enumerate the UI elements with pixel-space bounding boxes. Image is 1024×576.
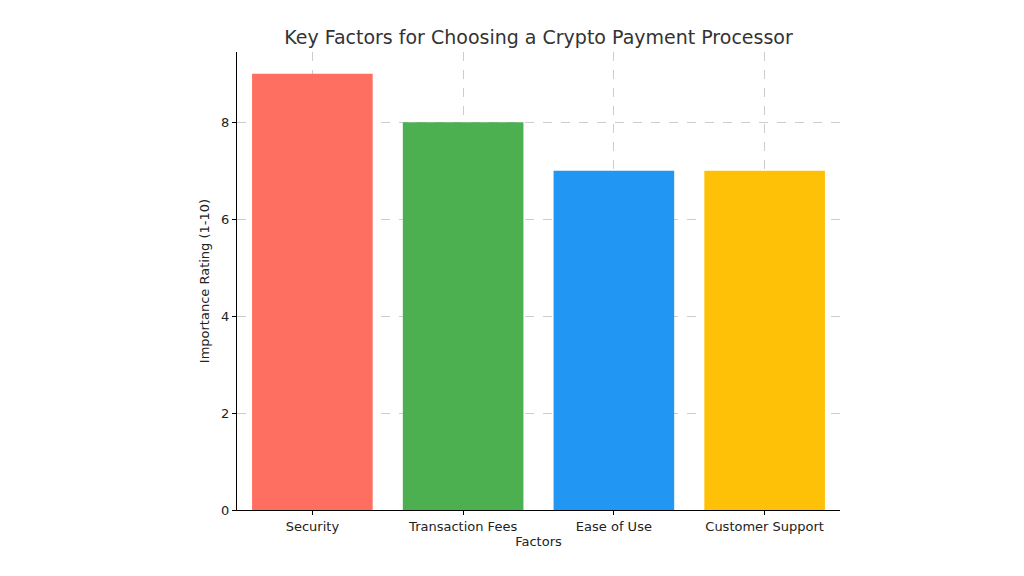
svg-text:Transaction Fees: Transaction Fees <box>408 519 517 534</box>
svg-text:Ease of Use: Ease of Use <box>576 519 652 534</box>
svg-text:2: 2 <box>221 406 229 421</box>
svg-text:8: 8 <box>221 115 229 130</box>
svg-text:Factors: Factors <box>515 534 562 549</box>
svg-text:0: 0 <box>221 503 229 518</box>
svg-text:Security: Security <box>286 519 340 534</box>
svg-text:4: 4 <box>221 309 229 324</box>
svg-text:6: 6 <box>221 212 229 227</box>
svg-text:Key Factors for Choosing a Cry: Key Factors for Choosing a Crypto Paymen… <box>284 26 793 48</box>
svg-text:Customer Support: Customer Support <box>705 519 824 534</box>
svg-text:Importance Rating (1-10): Importance Rating (1-10) <box>197 199 212 363</box>
